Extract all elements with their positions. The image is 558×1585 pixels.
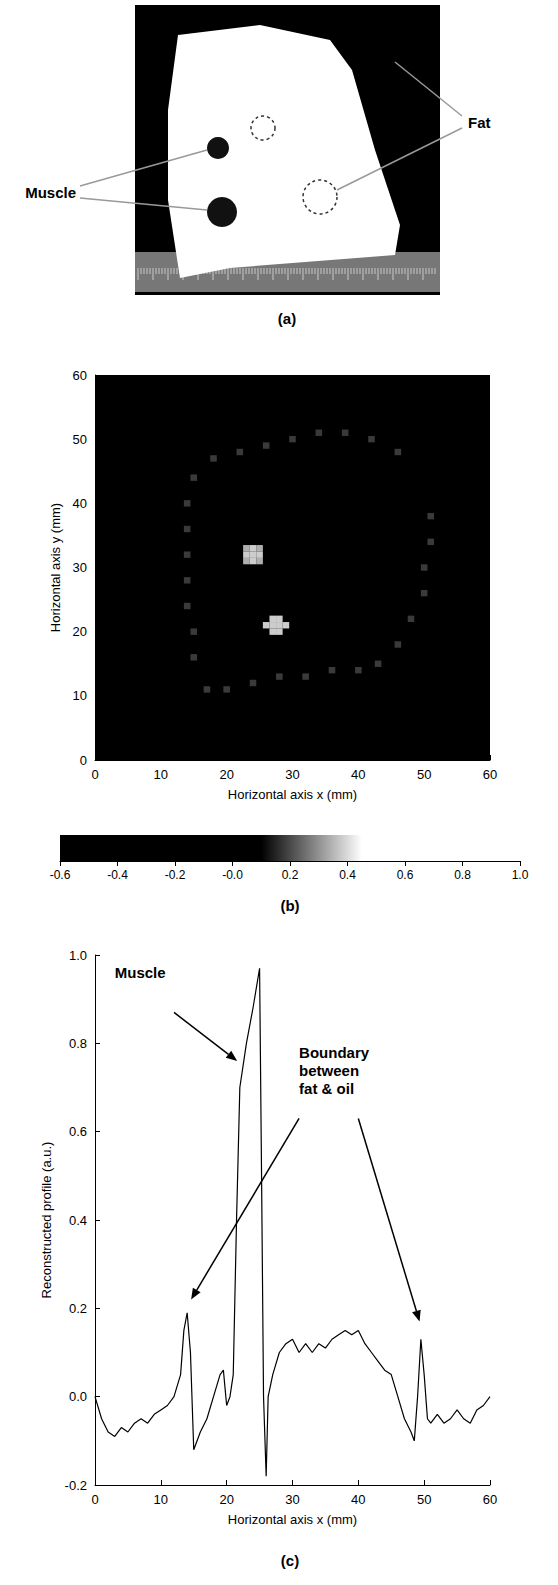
svg-text:Horizontal axis x (mm): Horizontal axis x (mm)	[228, 1512, 357, 1527]
svg-text:(c): (c)	[281, 1552, 299, 1569]
svg-text:Muscle: Muscle	[115, 964, 166, 981]
svg-text:1.0: 1.0	[69, 948, 87, 963]
svg-text:0: 0	[91, 1492, 98, 1507]
svg-text:0.4: 0.4	[69, 1213, 87, 1228]
svg-text:40: 40	[351, 1492, 365, 1507]
svg-text:40: 40	[351, 767, 365, 782]
svg-text:0: 0	[80, 753, 87, 768]
svg-text:Reconstructed profile (a.u.): Reconstructed profile (a.u.)	[39, 1142, 54, 1299]
svg-text:30: 30	[285, 1492, 299, 1507]
svg-text:0.6: 0.6	[69, 1124, 87, 1139]
svg-text:Boundary: Boundary	[299, 1044, 370, 1061]
svg-text:60: 60	[483, 767, 497, 782]
svg-text:0.4: 0.4	[339, 868, 356, 882]
svg-text:10: 10	[154, 1492, 168, 1507]
svg-text:0.0: 0.0	[69, 1389, 87, 1404]
svg-text:20: 20	[73, 624, 87, 639]
svg-text:30: 30	[73, 560, 87, 575]
svg-text:50: 50	[417, 1492, 431, 1507]
svg-text:Horizontal axis y (mm): Horizontal axis y (mm)	[48, 503, 63, 632]
svg-text:0.2: 0.2	[282, 868, 299, 882]
svg-text:fat & oil: fat & oil	[299, 1080, 354, 1097]
svg-text:-0.2: -0.2	[165, 868, 186, 882]
svg-text:50: 50	[417, 767, 431, 782]
svg-text:Muscle: Muscle	[25, 184, 76, 201]
svg-text:(b): (b)	[280, 897, 299, 914]
svg-text:-0.6: -0.6	[50, 868, 71, 882]
svg-text:20: 20	[219, 1492, 233, 1507]
svg-text:-0.2: -0.2	[65, 1478, 87, 1493]
svg-text:10: 10	[73, 688, 87, 703]
svg-text:Fat: Fat	[468, 114, 491, 131]
svg-text:0: 0	[91, 767, 98, 782]
svg-text:10: 10	[154, 767, 168, 782]
svg-text:(a): (a)	[278, 310, 296, 327]
svg-text:0.2: 0.2	[69, 1301, 87, 1316]
svg-text:-0.0: -0.0	[222, 868, 243, 882]
svg-text:30: 30	[285, 767, 299, 782]
svg-text:0.8: 0.8	[69, 1036, 87, 1051]
svg-text:between: between	[299, 1062, 359, 1079]
svg-text:-0.4: -0.4	[107, 868, 128, 882]
svg-text:0.8: 0.8	[454, 868, 471, 882]
svg-text:0.6: 0.6	[397, 868, 414, 882]
svg-text:Horizontal axis x (mm): Horizontal axis x (mm)	[228, 787, 357, 802]
svg-text:20: 20	[219, 767, 233, 782]
svg-text:1.0: 1.0	[512, 868, 529, 882]
svg-text:60: 60	[73, 368, 87, 383]
svg-text:60: 60	[483, 1492, 497, 1507]
svg-text:50: 50	[73, 432, 87, 447]
svg-text:40: 40	[73, 496, 87, 511]
